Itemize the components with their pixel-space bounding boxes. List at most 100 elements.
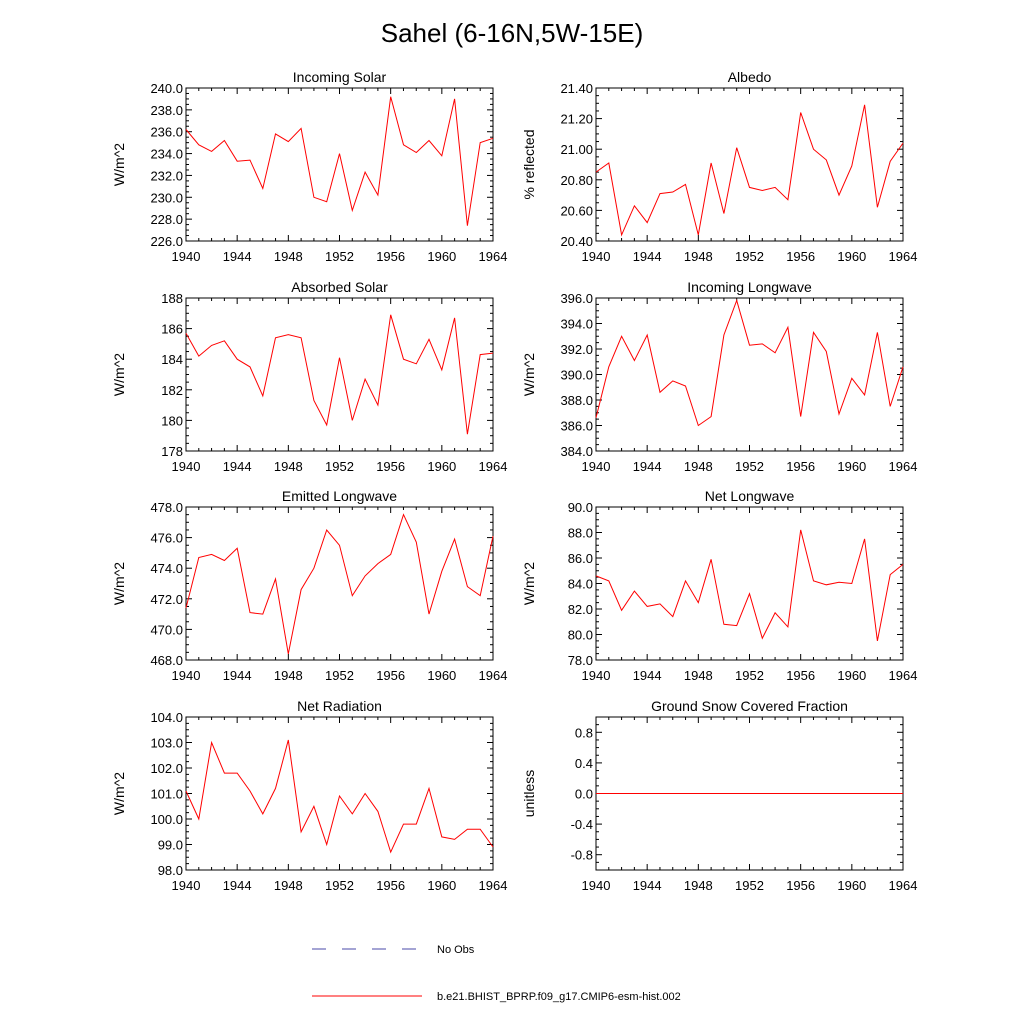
y-axis-label: W/m^2 [521,353,537,396]
y-tick-label: 101.0 [150,787,183,802]
y-tick-label: 102.0 [150,761,183,776]
y-tick-label: 238.0 [150,103,183,118]
x-tick-label: 1952 [735,668,764,683]
y-tick-label: 86.0 [568,551,593,566]
series-line [595,298,904,427]
panel-title: Ground Snow Covered Fraction [651,698,848,714]
x-tick-label: 1960 [427,878,456,893]
y-tick-label: 78.0 [568,653,593,668]
x-tick-label: 1960 [837,249,866,264]
panel-title: Emitted Longwave [282,488,397,504]
y-axis-label: % reflected [521,129,537,199]
y-tick-label: 104.0 [150,710,183,725]
x-tick-label: 1956 [376,668,405,683]
x-tick-label: 1944 [633,668,662,683]
x-tick-label: 1952 [325,668,354,683]
x-tick-label: 1956 [376,459,405,474]
x-tick-label: 1964 [889,249,918,264]
x-tick-label: 1944 [223,878,252,893]
chart-panel: Incoming Solar 1940 1944 1948 1952 1956 1960 19… [111,69,507,264]
series-line [595,104,904,237]
y-tick-label: 80.0 [568,628,593,643]
x-tick-label: 1964 [479,459,508,474]
x-tick-label: 1964 [889,668,918,683]
plot-frame [185,297,494,452]
y-tick-label: 84.0 [568,577,593,592]
y-axis-label: W/m^2 [111,562,127,605]
y-axis-label: W/m^2 [111,353,127,396]
y-tick-label: -0.4 [571,817,593,832]
plot-frame [185,716,494,871]
y-tick-label: 21.00 [560,142,593,157]
y-tick-label: 468.0 [150,653,183,668]
series-line [185,96,494,226]
y-tick-label: 230.0 [150,190,183,205]
series-line [185,739,494,854]
figure-title: Sahel (6-16N,5W-15E) [381,18,644,48]
x-tick-label: 1948 [274,878,303,893]
y-tick-label: 0.0 [575,787,593,802]
plot-frame [185,506,494,661]
x-tick-label: 1948 [274,459,303,474]
y-tick-label: 182 [161,383,183,398]
y-tick-label: 188 [161,291,183,306]
y-tick-label: 88.0 [568,526,593,541]
x-tick-label: 1940 [582,878,611,893]
y-tick-label: 20.40 [560,234,593,249]
y-tick-label: 98.0 [158,863,183,878]
x-tick-label: 1952 [325,459,354,474]
y-axis-label: W/m^2 [521,562,537,605]
x-tick-label: 1960 [837,878,866,893]
y-tick-label: 384.0 [560,444,593,459]
plot-frame [595,506,904,661]
x-tick-label: 1948 [684,878,713,893]
y-tick-label: 178 [161,444,183,459]
panel-title: Absorbed Solar [291,279,388,295]
y-tick-label: 21.40 [560,81,593,96]
panel-title: Incoming Solar [293,69,387,85]
series-line [595,529,904,641]
y-tick-label: 184 [161,352,183,367]
legend-model-label: b.e21.BHIST_BPRP.f09_g17.CMIP6-esm-hist.… [437,991,681,1003]
x-tick-label: 1956 [786,878,815,893]
y-tick-label: 236.0 [150,125,183,140]
x-tick-label: 1964 [479,668,508,683]
panel-title: Net Longwave [705,488,795,504]
chart-panel: Absorbed Solar 1940 1944 1948 1952 1956 1960 19… [111,279,507,474]
y-tick-label: 240.0 [150,81,183,96]
y-tick-label: 82.0 [568,602,593,617]
x-tick-label: 1940 [172,249,201,264]
y-tick-label: 390.0 [560,368,593,383]
y-tick-label: 472.0 [150,592,183,607]
x-tick-label: 1956 [376,878,405,893]
y-axis-label: unitless [521,770,537,817]
y-tick-label: 0.4 [575,756,593,771]
x-tick-label: 1956 [786,249,815,264]
y-tick-label: 396.0 [560,291,593,306]
chart-panel: Albedo 1940 1944 1948 1952 1956 1960 1964 20.40 2… [521,69,917,264]
x-tick-label: 1964 [479,249,508,264]
x-tick-label: 1948 [274,249,303,264]
x-tick-label: 1944 [633,249,662,264]
y-tick-label: 186 [161,322,183,337]
plot-frame [185,87,494,242]
y-tick-label: 20.80 [560,173,593,188]
series-line [185,314,494,435]
y-tick-label: 386.0 [560,419,593,434]
x-tick-label: 1948 [684,668,713,683]
x-tick-label: 1956 [786,668,815,683]
y-axis-label: W/m^2 [111,143,127,186]
x-tick-label: 1948 [684,249,713,264]
x-tick-label: 1960 [427,459,456,474]
chart-panels: Incoming Solar 1940 1944 1948 1952 1956 1960 19… [111,69,917,893]
y-tick-label: 234.0 [150,147,183,162]
x-tick-label: 1952 [325,878,354,893]
y-tick-label: 470.0 [150,622,183,637]
y-tick-label: 180 [161,413,183,428]
y-tick-label: 392.0 [560,342,593,357]
y-tick-label: 21.20 [560,112,593,127]
y-tick-label: -0.8 [571,848,593,863]
x-tick-label: 1960 [427,249,456,264]
x-tick-label: 1956 [786,459,815,474]
